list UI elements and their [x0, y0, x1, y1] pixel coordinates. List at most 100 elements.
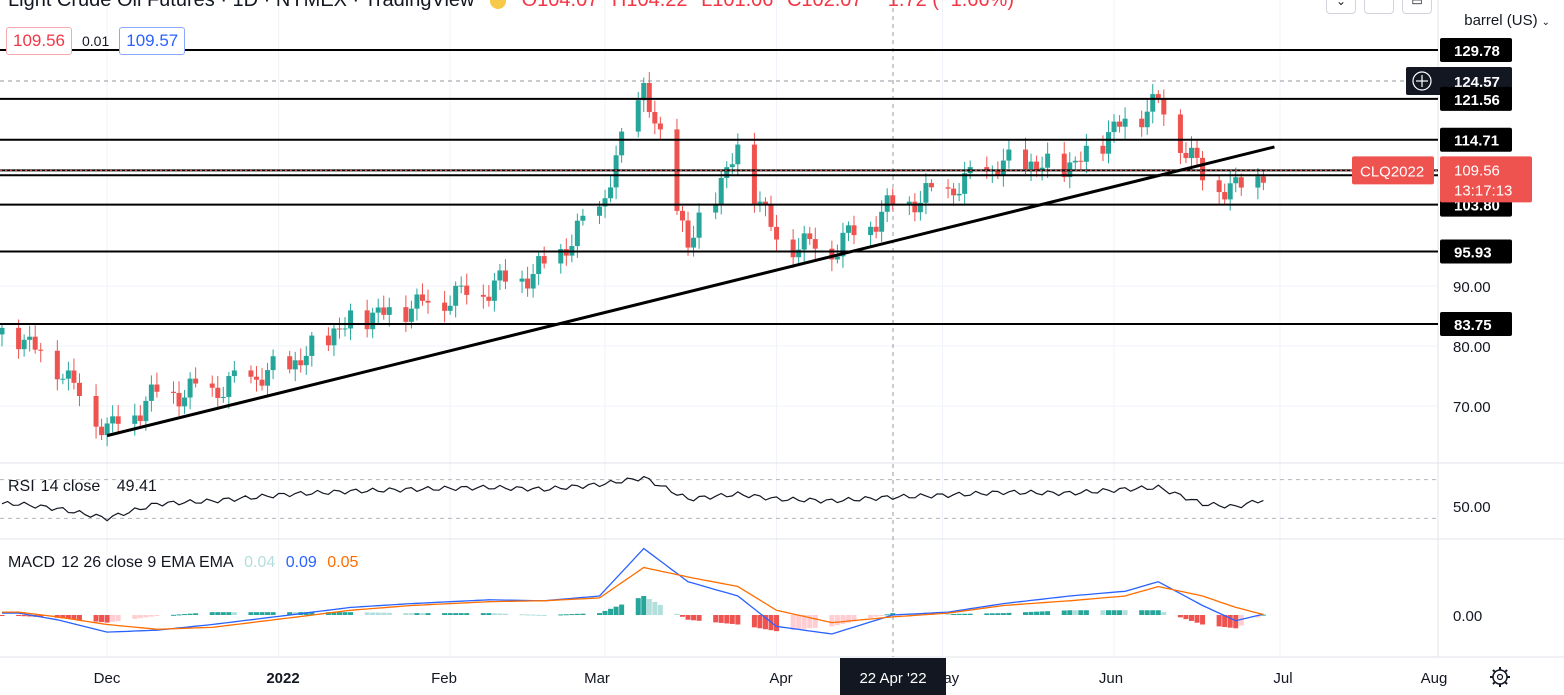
- macd-hist-bar: [597, 613, 603, 615]
- macd-hist-bar: [1006, 612, 1012, 615]
- candle-body: [209, 383, 215, 388]
- macd-hist-bar: [873, 615, 879, 617]
- crosshair-date-label: 22 Apr '22: [859, 670, 926, 687]
- macd-hist-bar: [995, 613, 1001, 615]
- macd-hist-bar: [93, 615, 99, 622]
- macd-hist-bar: [796, 615, 802, 630]
- macd-hist-bar: [414, 613, 420, 615]
- candle-body: [287, 356, 293, 370]
- macd-hist-bar: [718, 615, 724, 623]
- macd-hist-bar: [1233, 615, 1239, 629]
- candle-body: [325, 335, 331, 346]
- symbol-label: CLQ2022: [1360, 163, 1424, 180]
- macd-hist-bar: [331, 612, 337, 615]
- bid-button[interactable]: 109.56: [6, 27, 72, 55]
- candle-body: [220, 396, 226, 398]
- candle-body: [16, 327, 22, 350]
- macd-hist-bar: [845, 615, 851, 623]
- macd-hist-bar: [679, 615, 685, 617]
- macd-hist-bar: [757, 615, 763, 629]
- candle-body: [364, 310, 370, 330]
- candle-body: [414, 294, 420, 309]
- candle-body: [984, 167, 990, 172]
- macd-hist-bar: [265, 612, 271, 615]
- macd-hist-bar: [807, 615, 813, 629]
- macd-hist-bar: [1144, 610, 1150, 615]
- trendline[interactable]: [106, 145, 1275, 438]
- macd-hist-bar: [1200, 615, 1206, 625]
- macd-hist-bar: [115, 615, 121, 622]
- candle-body: [1072, 160, 1078, 163]
- bid-ask-panel: 109.56 0.01 109.57: [0, 26, 186, 56]
- candle-body: [76, 382, 82, 396]
- macd-hist-bar: [1045, 611, 1051, 615]
- unit-dropdown[interactable]: barrel (US) ⌄: [1464, 12, 1550, 29]
- candle-body: [1039, 167, 1045, 171]
- gear-icon: [1504, 669, 1508, 673]
- macd-hist-bar: [148, 615, 154, 617]
- candle-body: [1227, 183, 1233, 200]
- macd-signal-value: 0.05: [327, 554, 359, 571]
- candle-body: [906, 201, 912, 204]
- macd-hist-bar: [447, 613, 453, 615]
- crosshair-date-box: [840, 658, 946, 695]
- macd-hist-bar: [176, 614, 182, 616]
- candle-body: [1183, 152, 1189, 159]
- candle-body: [226, 376, 232, 397]
- macd-legend[interactable]: MACD 12 26 close 9 EMA EMA 0.04 0.09 0.05: [8, 554, 364, 572]
- candle-body: [685, 220, 691, 248]
- macd-hist-bar: [1100, 610, 1106, 615]
- candle-body: [99, 426, 105, 436]
- price-tick-label: 90.00: [1453, 279, 1491, 296]
- spread-value: 0.01: [82, 33, 110, 49]
- candle-body: [143, 400, 149, 422]
- rsi-tick-label: 50.00: [1453, 499, 1491, 516]
- macd-hist-bar: [375, 612, 381, 615]
- maximize-icon[interactable]: ▭: [1402, 0, 1432, 14]
- countdown-label: 13:17:13: [1454, 182, 1512, 199]
- time-axis-label: Mar: [584, 670, 610, 687]
- macd-hist-bar: [774, 615, 780, 632]
- rsi-legend[interactable]: RSI 14 close 49.41: [8, 478, 163, 496]
- macd-hist-bar: [143, 615, 149, 618]
- macd-hist-bar: [259, 612, 265, 615]
- candle-body: [956, 193, 962, 196]
- price-level-box: [1440, 127, 1512, 152]
- candle-body: [1045, 153, 1051, 168]
- time-axis[interactable]: Dec2022FebMarAprMayJunJulAug22 Apr '22: [94, 658, 1510, 695]
- candle-body: [530, 274, 536, 289]
- horizontal-levels[interactable]: [0, 49, 1438, 325]
- candle-body: [652, 112, 658, 124]
- candle-body: [253, 376, 259, 380]
- candle-body: [558, 249, 564, 264]
- chevron-down-icon[interactable]: ⌄: [1326, 0, 1356, 14]
- ohlc-change: −1.72 (−1.66%): [876, 0, 1014, 11]
- macd-hist-bar: [762, 615, 768, 630]
- ohlc-high: H104.22: [611, 0, 688, 11]
- macd-hist-bar: [110, 615, 116, 622]
- grid-lines: [0, 0, 1564, 658]
- candle-body: [1150, 94, 1156, 112]
- macd-pane: [0, 547, 1266, 635]
- candle-body: [890, 195, 896, 204]
- macd-hist-bar: [253, 612, 259, 615]
- macd-hist-bar: [713, 615, 719, 623]
- chevron-up-icon[interactable]: ⌃: [1364, 0, 1394, 14]
- macd-hist-bar: [71, 615, 77, 620]
- macd-hist-bar: [1083, 610, 1089, 615]
- macd-name: MACD: [8, 554, 56, 571]
- candle-body: [154, 384, 160, 392]
- candle-body: [54, 350, 60, 380]
- macd-hist-bar: [226, 612, 232, 615]
- ask-button[interactable]: 109.57: [119, 27, 186, 55]
- candle-body: [1139, 118, 1145, 128]
- candle-body: [381, 307, 387, 315]
- candle-body: [796, 249, 802, 258]
- candle-body: [309, 335, 315, 356]
- time-axis-label: Jun: [1099, 670, 1123, 687]
- candle-body: [834, 256, 840, 260]
- rsi-name: RSI: [8, 478, 35, 495]
- gear-icon: [1492, 669, 1496, 673]
